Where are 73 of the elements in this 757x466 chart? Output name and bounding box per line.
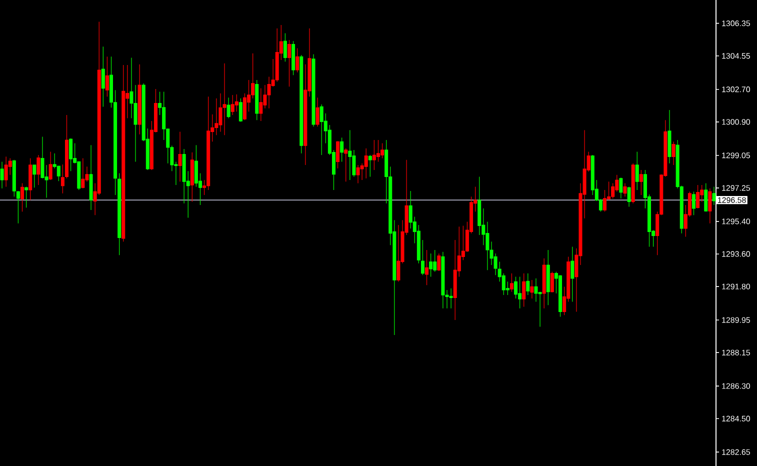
candlestick <box>623 182 627 197</box>
candlestick <box>320 104 324 156</box>
candlestick <box>558 274 562 318</box>
candlestick <box>4 156 8 187</box>
candlestick <box>122 64 126 242</box>
candlestick <box>712 186 716 206</box>
candlestick <box>441 252 445 309</box>
candlestick <box>619 177 623 199</box>
candlestick <box>275 28 279 82</box>
candlestick <box>510 273 514 292</box>
candlestick <box>255 80 259 120</box>
candlestick <box>178 131 182 182</box>
candlestick <box>372 140 376 170</box>
candlestick <box>364 148 368 179</box>
candlestick <box>69 138 73 172</box>
candlestick <box>336 140 340 169</box>
candlestick <box>672 141 676 166</box>
candlestick <box>692 191 696 216</box>
candlestick <box>348 130 352 180</box>
candlestick <box>546 250 550 306</box>
candlestick <box>48 151 52 180</box>
candlestick <box>101 46 105 108</box>
candlestick <box>631 163 635 204</box>
candlestick <box>380 142 384 159</box>
candlestick <box>356 164 360 184</box>
candlestick <box>518 276 522 309</box>
candlestick <box>300 54 304 154</box>
candlestick <box>28 158 32 200</box>
candlestick <box>36 154 40 186</box>
candlestick <box>429 253 433 278</box>
candlestick <box>20 182 24 212</box>
candlestick <box>60 164 64 194</box>
candlestick <box>312 54 316 127</box>
candlestick <box>316 97 320 127</box>
candlestick <box>449 288 453 309</box>
candlestick <box>292 40 296 76</box>
candlestick <box>24 186 28 208</box>
candlestick <box>230 94 234 116</box>
candlestick <box>287 40 291 87</box>
candlestick <box>627 186 631 208</box>
candlestick <box>32 164 36 188</box>
candlestick <box>542 258 546 309</box>
candlestick <box>570 246 574 302</box>
candlestick <box>234 94 238 112</box>
candlestick <box>526 273 530 296</box>
candlestick <box>635 151 639 190</box>
candlestick <box>420 240 424 276</box>
candlestick <box>296 48 300 73</box>
candlestick <box>118 173 122 256</box>
candlestick <box>138 64 142 135</box>
candlestick <box>344 148 348 182</box>
candlestick <box>522 273 526 308</box>
candlestick <box>283 32 287 62</box>
candlestick <box>259 88 263 122</box>
candlestick <box>340 137 344 162</box>
candlestick <box>226 97 230 119</box>
candlestick <box>81 158 85 189</box>
candlestick <box>668 110 672 164</box>
candlestick <box>190 152 194 202</box>
candlestick <box>222 63 226 136</box>
candlestick <box>530 280 534 299</box>
candlestick <box>238 98 242 122</box>
candlestick <box>105 56 109 97</box>
candlestick <box>0 161 4 189</box>
candlestick <box>437 253 441 272</box>
candlestick <box>425 250 429 286</box>
candlestick <box>708 188 712 224</box>
candlestick <box>639 170 643 196</box>
candlestick <box>64 114 69 179</box>
candlestick <box>696 184 700 209</box>
candlestick <box>89 144 93 210</box>
candlestick <box>704 182 708 212</box>
candlestick <box>550 271 554 293</box>
